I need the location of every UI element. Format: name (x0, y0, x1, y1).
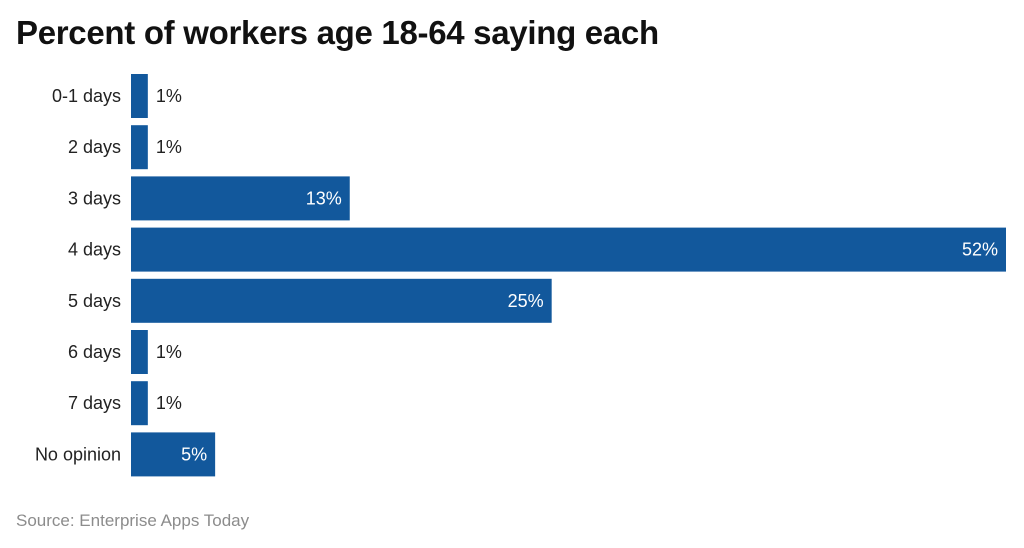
chart-title: Percent of workers age 18-64 saying each (16, 14, 659, 51)
value-label: 1% (156, 86, 182, 106)
category-label: 4 days (68, 240, 121, 260)
category-label: 3 days (68, 188, 121, 208)
bar (131, 381, 148, 426)
category-label: 7 days (68, 393, 121, 413)
category-label: 2 days (68, 137, 121, 157)
category-label: No opinion (35, 444, 121, 464)
value-label: 5% (181, 444, 207, 464)
category-label: 6 days (68, 342, 121, 362)
value-label: 13% (306, 188, 342, 208)
category-label: 5 days (68, 291, 121, 311)
value-label: 25% (508, 291, 544, 311)
bar (131, 330, 148, 374)
bar (131, 176, 350, 221)
bar (131, 125, 148, 170)
bar (131, 227, 1006, 272)
bar (131, 74, 148, 118)
value-label: 1% (156, 137, 182, 157)
category-label: 0-1 days (52, 86, 121, 106)
value-label: 1% (156, 393, 182, 413)
source-note: Source: Enterprise Apps Today (16, 511, 250, 530)
value-label: 52% (962, 240, 998, 260)
bar (131, 432, 216, 477)
value-label: 1% (156, 342, 182, 362)
bar (131, 278, 552, 323)
